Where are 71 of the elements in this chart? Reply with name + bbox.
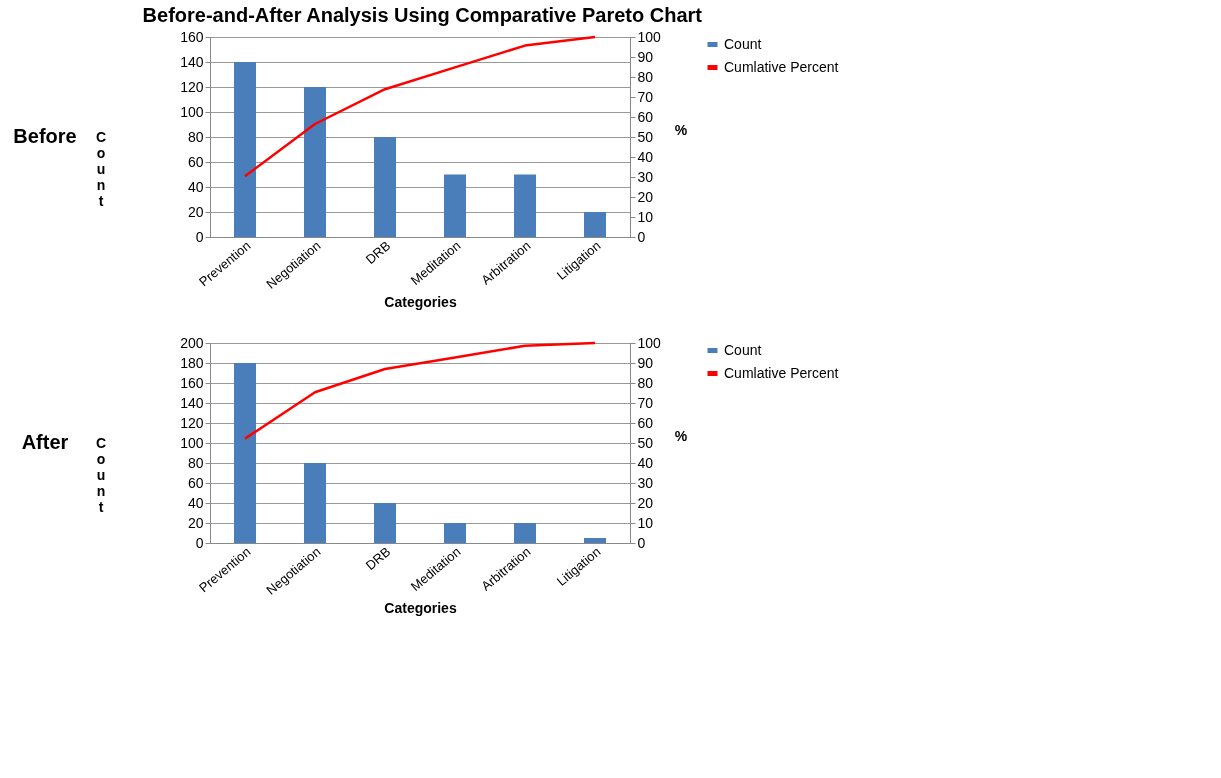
legend-label: Cumlative Percent	[724, 58, 839, 75]
bar	[584, 538, 606, 543]
x-tick-label: DRB	[362, 543, 394, 574]
y-tick-label: 80	[187, 454, 204, 471]
y2-tick-label: 40	[637, 148, 654, 165]
y2-tick-label: 70	[637, 88, 654, 105]
y-tick-label: 40	[187, 494, 204, 511]
y2-tick-label: 60	[637, 108, 654, 125]
y2-tick-label: 10	[637, 208, 654, 225]
bar	[374, 503, 396, 543]
y2-tick-label: 30	[637, 168, 654, 185]
y2-tick-label: 60	[637, 414, 654, 431]
y-tick-label: 160	[180, 28, 204, 45]
legend-label: Cumlative Percent	[724, 364, 839, 381]
y-tick-label: 200	[180, 334, 204, 351]
y-tick-label: 20	[187, 514, 204, 531]
text: Before	[13, 125, 77, 147]
y2-tick-label: 40	[637, 454, 654, 471]
y-tick-label: 160	[180, 374, 204, 391]
y-axis-title: Count	[96, 434, 107, 515]
y-tick-label: 80	[187, 128, 204, 145]
line-series	[243, 35, 597, 178]
legend-label: Count	[724, 341, 762, 358]
y-tick-label: 40	[187, 178, 204, 195]
y-tick-label: 60	[187, 474, 204, 491]
y2-tick-label: 20	[637, 188, 654, 205]
line-series	[243, 341, 597, 440]
y2-tick-label: 50	[637, 434, 654, 451]
y2-tick-label: 100	[637, 28, 662, 45]
y-tick-label: 140	[180, 394, 204, 411]
bar	[374, 137, 396, 237]
y-tick-label: 20	[187, 203, 204, 220]
y-tick-label: 60	[187, 153, 204, 170]
y2-tick-label: 90	[637, 48, 654, 65]
y-tick-label: 120	[180, 78, 204, 95]
y2-tick-label: 20	[637, 494, 654, 511]
y2-tick-label: 100	[637, 334, 662, 351]
x-axis-title: Categories	[384, 293, 457, 310]
y-tick-label: 100	[180, 434, 204, 451]
y2-tick-label: 0	[637, 534, 646, 551]
y2-axis-title: %	[674, 427, 688, 444]
y-tick-label: 140	[180, 53, 204, 70]
bar	[514, 523, 536, 543]
y2-tick-label: 0	[637, 228, 646, 245]
y-tick-label: 120	[180, 414, 204, 431]
y-tick-label: 0	[195, 228, 204, 245]
y2-tick-label: 10	[637, 514, 654, 531]
y-tick-label: 0	[195, 534, 204, 551]
bar	[444, 174, 466, 237]
y2-tick-label: 90	[637, 354, 654, 371]
bar	[514, 174, 536, 237]
y2-axis-title: %	[674, 121, 688, 138]
bar	[304, 463, 326, 543]
bar	[234, 363, 256, 543]
chart-title: Before-and-After Analysis Using Comparative Pareto Chart	[142, 3, 703, 26]
text: After	[21, 431, 69, 453]
y2-tick-label: 50	[637, 128, 654, 145]
x-axis-title: Categories	[384, 599, 457, 616]
y-tick-label: 180	[180, 354, 204, 371]
y2-tick-label: 70	[637, 394, 654, 411]
bar	[584, 212, 606, 237]
bar	[304, 87, 326, 237]
y-tick-label: 100	[180, 103, 204, 120]
y-axis-title: Count	[96, 128, 107, 209]
bar	[234, 62, 256, 237]
y2-tick-label: 80	[637, 374, 654, 391]
bar	[444, 523, 466, 543]
y2-tick-label: 80	[637, 68, 654, 85]
y2-tick-label: 30	[637, 474, 654, 491]
legend-label: Count	[724, 35, 762, 52]
x-tick-label: DRB	[362, 237, 394, 268]
